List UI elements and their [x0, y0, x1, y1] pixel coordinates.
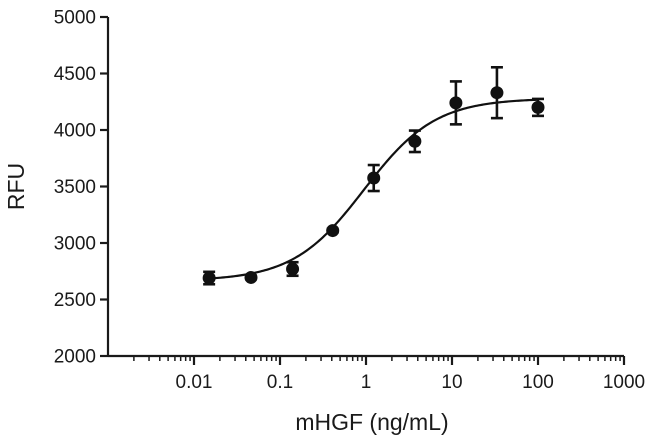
data-point [202, 271, 216, 285]
x-tick-label: 100 [522, 372, 554, 393]
x-axis-title: mHGF (ng/mL) [295, 409, 448, 435]
data-points [202, 86, 545, 285]
tick-marks [100, 15, 626, 365]
data-point [286, 262, 300, 276]
y-tick-label: 2000 [54, 347, 96, 368]
x-tick-label: 1 [361, 372, 372, 393]
data-point [531, 100, 545, 114]
y-tick-label: 2500 [54, 290, 96, 311]
data-point [244, 270, 258, 284]
x-tick-label: 0.1 [267, 372, 293, 393]
data-point [326, 224, 340, 238]
data-point [408, 134, 422, 148]
data-point [490, 86, 504, 100]
data-point [367, 171, 381, 185]
y-tick-label: 4500 [54, 64, 96, 85]
x-tick-label: 1000 [603, 372, 645, 393]
x-tick-label: 0.01 [176, 372, 213, 393]
y-tick-label: 5000 [54, 8, 96, 29]
y-tick-label: 4000 [54, 121, 96, 142]
x-tick-label: 10 [441, 372, 462, 393]
y-tick-label: 3000 [54, 234, 96, 255]
y-tick-label: 3500 [54, 177, 96, 198]
data-point [449, 96, 463, 110]
tick-labels: 2000 2500 3000 3500 4000 4500 5000 0.01 0.1 1 10 10… [54, 8, 645, 394]
y-axis-title: RFU [3, 163, 29, 210]
